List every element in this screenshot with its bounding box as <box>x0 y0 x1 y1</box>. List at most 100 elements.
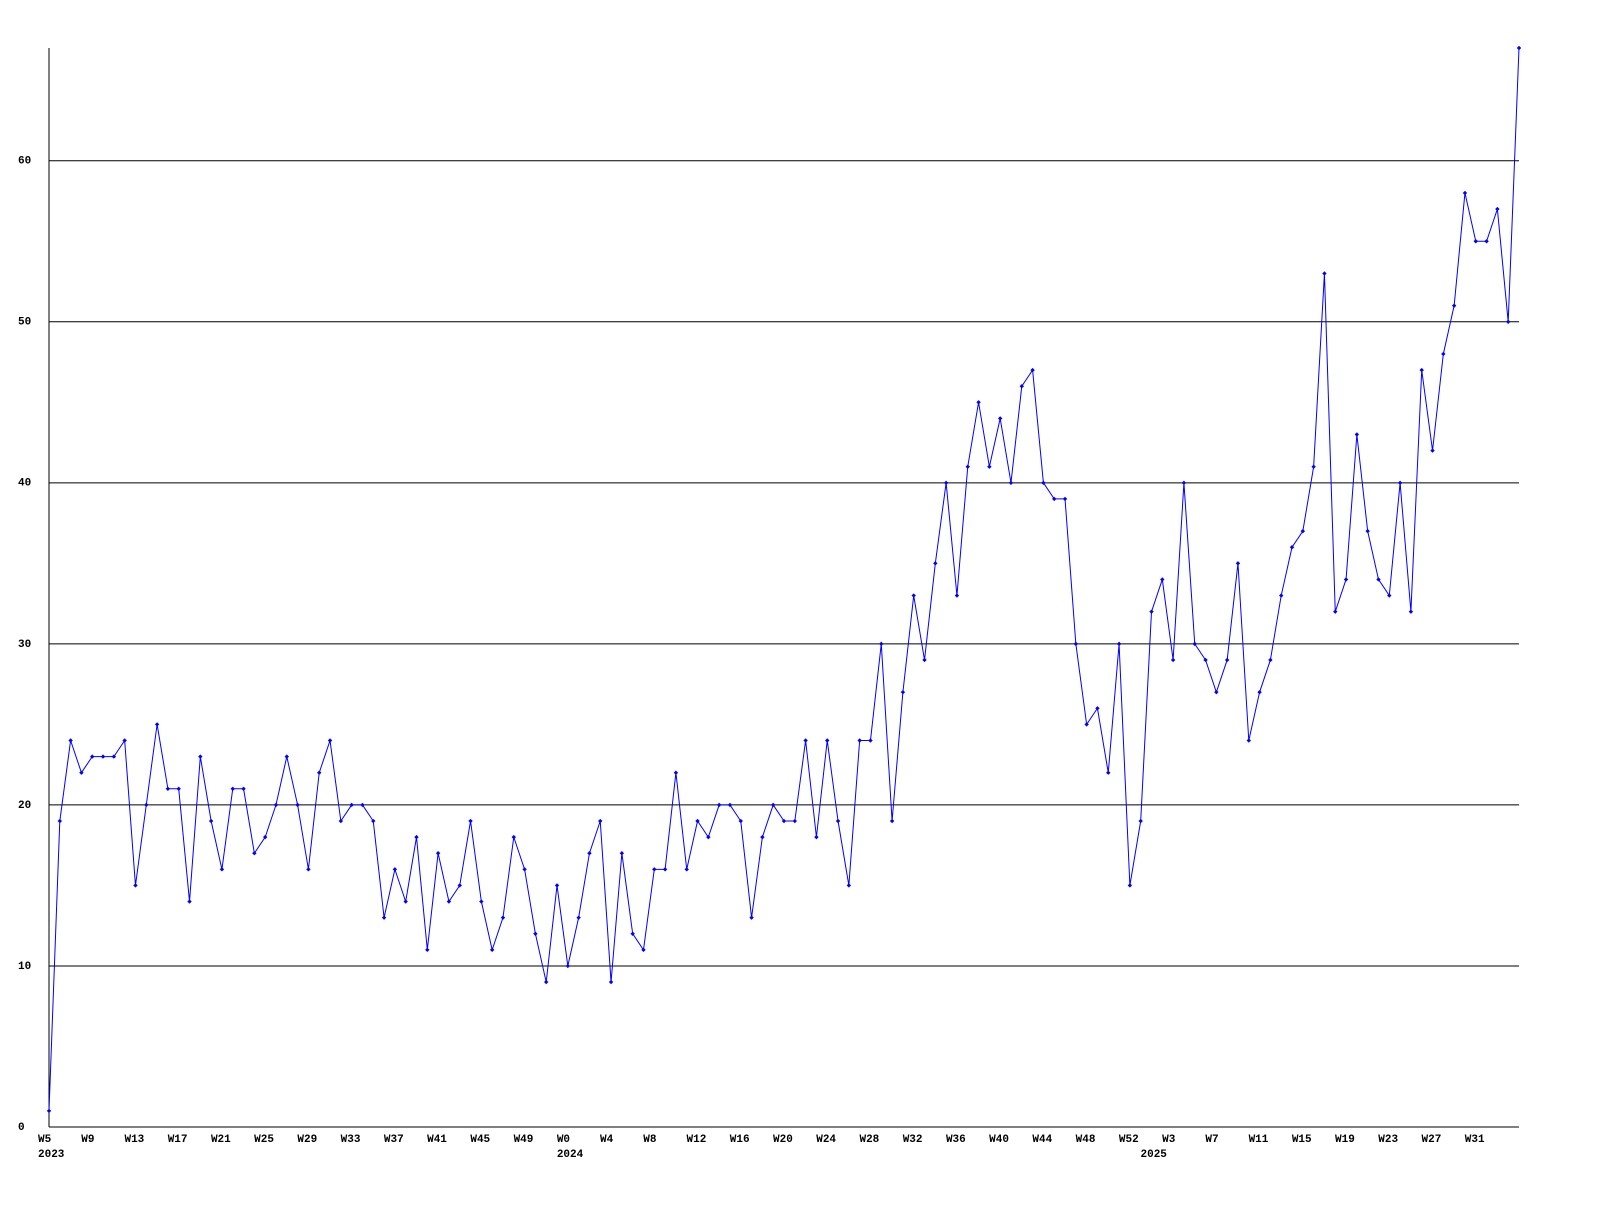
data-point <box>1073 641 1079 647</box>
x-tick-label: W52 <box>1119 1134 1139 1146</box>
data-point <box>1279 593 1284 598</box>
data-point <box>727 802 733 808</box>
data-point <box>1462 190 1468 196</box>
data-point <box>154 722 160 727</box>
data-point <box>1246 738 1251 743</box>
x-tick-label: W36 <box>946 1134 966 1146</box>
y-tick-label: 40 <box>18 478 31 490</box>
x-tick-label: W7 <box>1205 1134 1218 1146</box>
data-point <box>133 883 138 888</box>
data-point <box>997 416 1003 421</box>
data-point <box>652 867 657 872</box>
data-point <box>317 770 322 775</box>
x-tick-label: W8 <box>643 1134 657 1146</box>
data-point <box>1311 464 1316 469</box>
data-point <box>371 818 376 824</box>
x-tick-label: W17 <box>168 1134 188 1146</box>
data-point <box>446 899 452 904</box>
data-point <box>100 754 106 759</box>
data-point <box>814 834 819 840</box>
x-tick-label: W19 <box>1335 1134 1355 1146</box>
x-tick-label: W16 <box>730 1134 750 1146</box>
data-point <box>706 834 711 840</box>
data-point <box>922 657 927 663</box>
data-point <box>1289 545 1295 550</box>
data-point <box>1322 271 1327 276</box>
data-point <box>500 915 506 920</box>
data-point <box>219 867 225 872</box>
data-point <box>122 738 127 743</box>
data-point <box>1473 239 1478 244</box>
x-tick-label: W5 <box>38 1134 52 1146</box>
data-point <box>165 786 171 792</box>
data-point <box>673 770 679 775</box>
data-point <box>1149 609 1154 614</box>
data-point <box>695 818 700 824</box>
x-tick-label: W48 <box>1076 1134 1096 1146</box>
data-point <box>619 851 625 856</box>
data-point <box>1203 657 1208 663</box>
data-point <box>911 593 916 598</box>
data-point <box>954 593 960 598</box>
data-point <box>349 802 354 808</box>
data-point <box>1516 45 1522 51</box>
data-point <box>760 834 765 840</box>
x-tick-label: W23 <box>1378 1134 1398 1146</box>
data-point <box>425 947 430 953</box>
data-point <box>1214 689 1219 695</box>
data-point <box>857 738 862 743</box>
data-point <box>1397 480 1403 486</box>
data-point <box>46 1108 52 1114</box>
data-point <box>360 802 365 808</box>
data-point <box>630 931 635 936</box>
data-point <box>965 464 970 469</box>
data-point <box>295 802 300 808</box>
data-point <box>684 867 689 872</box>
data-point <box>987 464 992 469</box>
data-point <box>1106 770 1111 775</box>
y-tick-label: 0 <box>18 1122 25 1134</box>
data-point <box>889 818 895 824</box>
x-tick-label: W37 <box>384 1134 404 1146</box>
x-tick-label: W28 <box>859 1134 879 1146</box>
data-point <box>1224 657 1230 663</box>
data-point <box>1138 818 1143 824</box>
data-point <box>468 818 473 824</box>
data-point <box>1484 239 1489 244</box>
data-point <box>1084 722 1089 727</box>
x-tick-label: W41 <box>427 1134 447 1146</box>
data-point <box>1387 593 1392 598</box>
data-point <box>879 641 884 647</box>
x-tick-label: W3 <box>1162 1134 1176 1146</box>
data-point <box>846 883 852 888</box>
x-tick-label: W9 <box>81 1134 94 1146</box>
data-point <box>1408 609 1414 614</box>
x-tick-label: W44 <box>1032 1134 1052 1146</box>
data-point <box>1116 641 1122 647</box>
x-tick-label: W29 <box>297 1134 317 1146</box>
data-point <box>1419 367 1424 373</box>
data-point <box>284 754 289 759</box>
data-point <box>1257 689 1262 695</box>
x-year-label: 2024 <box>557 1149 584 1161</box>
data-point <box>608 979 614 985</box>
data-point <box>306 867 311 872</box>
data-point <box>262 834 268 840</box>
data-point <box>1192 641 1197 647</box>
data-point <box>90 754 95 759</box>
y-tick-label: 10 <box>18 961 31 973</box>
data-point <box>1343 577 1349 582</box>
data-point <box>79 770 84 775</box>
data-point <box>1451 303 1457 308</box>
x-tick-label: W4 <box>600 1134 614 1146</box>
x-tick-label: W21 <box>211 1134 231 1146</box>
data-point <box>1333 609 1338 614</box>
data-point <box>1127 883 1133 888</box>
data-point <box>414 834 419 840</box>
x-tick-label: W32 <box>903 1134 923 1146</box>
data-point <box>598 818 603 824</box>
x-tick-label: W33 <box>341 1134 361 1146</box>
data-point <box>1041 480 1046 486</box>
data-point <box>749 915 754 920</box>
x-tick-label: W45 <box>470 1134 490 1146</box>
